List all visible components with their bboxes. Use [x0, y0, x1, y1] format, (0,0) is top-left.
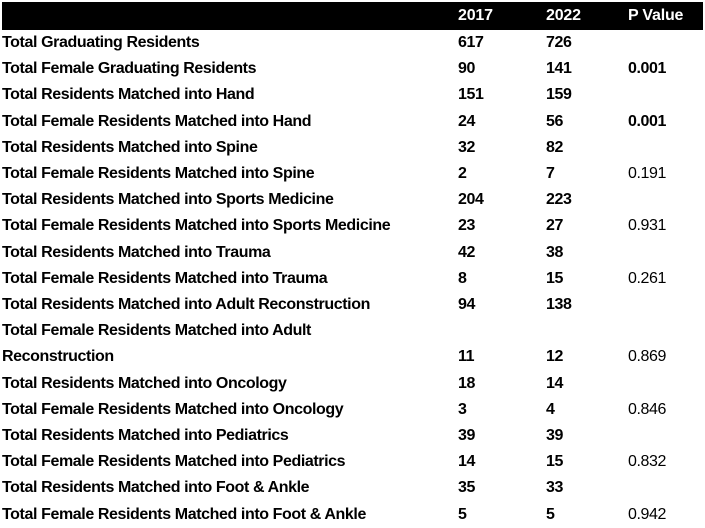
cell-2017: 23: [458, 217, 475, 235]
cell-2017: 14: [458, 453, 475, 471]
row-label: Total Female Residents Matched into Spin…: [2, 165, 315, 183]
cell-2022: 5: [546, 505, 555, 523]
cell-pvalue: 0.869: [628, 348, 667, 366]
row-label: Total Residents Matched into Sports Medi…: [2, 191, 334, 209]
cell-2022: 14: [546, 374, 563, 392]
cell-2022: 7: [546, 165, 555, 183]
row-label: Total Female Residents Matched into Trau…: [2, 269, 328, 287]
cell-2022: 138: [546, 296, 572, 314]
cell-2017: 617: [458, 34, 484, 51]
cell-2022: 159: [546, 86, 572, 104]
row-label: Total Female Residents Matched into Onco…: [2, 400, 344, 418]
row-label: Total Female Residents Matched into Pedi…: [2, 453, 346, 471]
row-label: Total Residents Matched into Foot & Ankl…: [2, 479, 310, 497]
row-label: Total Residents Matched into Trauma: [2, 243, 271, 261]
cell-2022: 141: [546, 60, 572, 78]
table-row: Total Female Residents Matched into Pedi…: [2, 449, 705, 475]
row-label: Total Residents Matched into Adult Recon…: [2, 296, 370, 314]
row-label: Total Graduating Residents: [2, 34, 200, 51]
cell-2017: 94: [458, 296, 475, 314]
cell-pvalue: 0.942: [628, 505, 667, 523]
cell-2017: 2: [458, 165, 467, 183]
cell-2017: 32: [458, 138, 475, 156]
row-label: Total Residents Matched into Pediatrics: [2, 427, 289, 445]
cell-pvalue: 0.931: [628, 217, 667, 235]
cell-pvalue: 0.191: [628, 165, 667, 183]
table-row: Total Residents Matched into Spine 32 82: [2, 135, 705, 161]
cell-2017: 204: [458, 191, 484, 209]
cell-2022: 33: [546, 479, 563, 497]
cell-2017: 18: [458, 374, 475, 392]
table-row: Total Female Residents Matched into Trau…: [2, 266, 705, 292]
table-row: Total Residents Matched into Sports Medi…: [2, 187, 705, 213]
row-label: Total Female Residents Matched into Spor…: [2, 217, 391, 235]
table-row: Total Female Residents Matched into Spin…: [2, 161, 705, 187]
table-row: Total Female Residents Matched into Foot…: [2, 502, 705, 528]
cell-2017: 151: [458, 86, 484, 104]
header-2017: 2017: [458, 7, 493, 24]
table-row: Total Female Residents Matched into Adul…: [2, 318, 705, 370]
cell-pvalue: 0.261: [628, 269, 667, 287]
header-pvalue: P Value: [628, 7, 684, 24]
cell-2022: 38: [546, 243, 563, 261]
table-header-row: 2017 2022 P Value: [2, 2, 703, 30]
table-row: Total Residents Matched into Pediatrics …: [2, 423, 705, 449]
table-row: Total Residents Matched into Oncology 18…: [2, 371, 705, 397]
cell-2022: 726: [546, 34, 572, 51]
row-label: Total Female Residents Matched into Foot…: [2, 505, 366, 523]
table-row: Total Female Residents Matched into Spor…: [2, 213, 705, 239]
cell-2017: 42: [458, 243, 475, 261]
table-row: Total Female Residents Matched into Onco…: [2, 397, 705, 423]
cell-2022: 223: [546, 191, 572, 209]
table-row: Total Residents Matched into Trauma 42 3…: [2, 240, 705, 266]
cell-2017: 90: [458, 60, 475, 78]
table-row: Total Graduating Residents 617 726: [2, 30, 705, 56]
row-label: Total Residents Matched into Spine: [2, 138, 258, 156]
cell-2022: 15: [546, 269, 563, 287]
cell-2017: 35: [458, 479, 475, 497]
row-label: Total Female Residents Matched into Hand: [2, 112, 312, 130]
cell-2017: 11: [458, 348, 475, 366]
cell-pvalue: 0.001: [628, 112, 667, 130]
cell-pvalue: 0.832: [628, 453, 667, 471]
table-row: Total Female Graduating Residents 90 141…: [2, 56, 705, 82]
cell-2022: 15: [546, 453, 563, 471]
row-label: Total Female Graduating Residents: [2, 60, 257, 78]
cell-2017: 24: [458, 112, 475, 130]
row-label: Total Residents Matched into Hand: [2, 86, 255, 104]
row-label: Total Female Residents Matched into Adul…: [2, 322, 311, 366]
cell-2022: 56: [546, 112, 563, 130]
cell-2022: 27: [546, 217, 563, 235]
header-2022: 2022: [546, 7, 581, 24]
cell-2017: 3: [458, 400, 467, 418]
table-row: Total Residents Matched into Hand 151 15…: [2, 82, 705, 108]
row-label: Total Residents Matched into Oncology: [2, 374, 287, 392]
cell-2022: 12: [546, 348, 563, 366]
cell-2022: 39: [546, 427, 563, 445]
table-row: Total Residents Matched into Adult Recon…: [2, 292, 705, 318]
cell-2017: 39: [458, 427, 475, 445]
cell-pvalue: 0.846: [628, 400, 667, 418]
cell-pvalue: 0.001: [628, 60, 667, 78]
cell-2017: 8: [458, 269, 467, 287]
table-row: Total Residents Matched into Foot & Ankl…: [2, 475, 705, 501]
cell-2017: 5: [458, 505, 467, 523]
cell-2022: 82: [546, 138, 563, 156]
cell-2022: 4: [546, 400, 555, 418]
table-body: Total Graduating Residents 617 726 Total…: [0, 30, 705, 528]
table-row: Total Female Residents Matched into Hand…: [2, 109, 705, 135]
